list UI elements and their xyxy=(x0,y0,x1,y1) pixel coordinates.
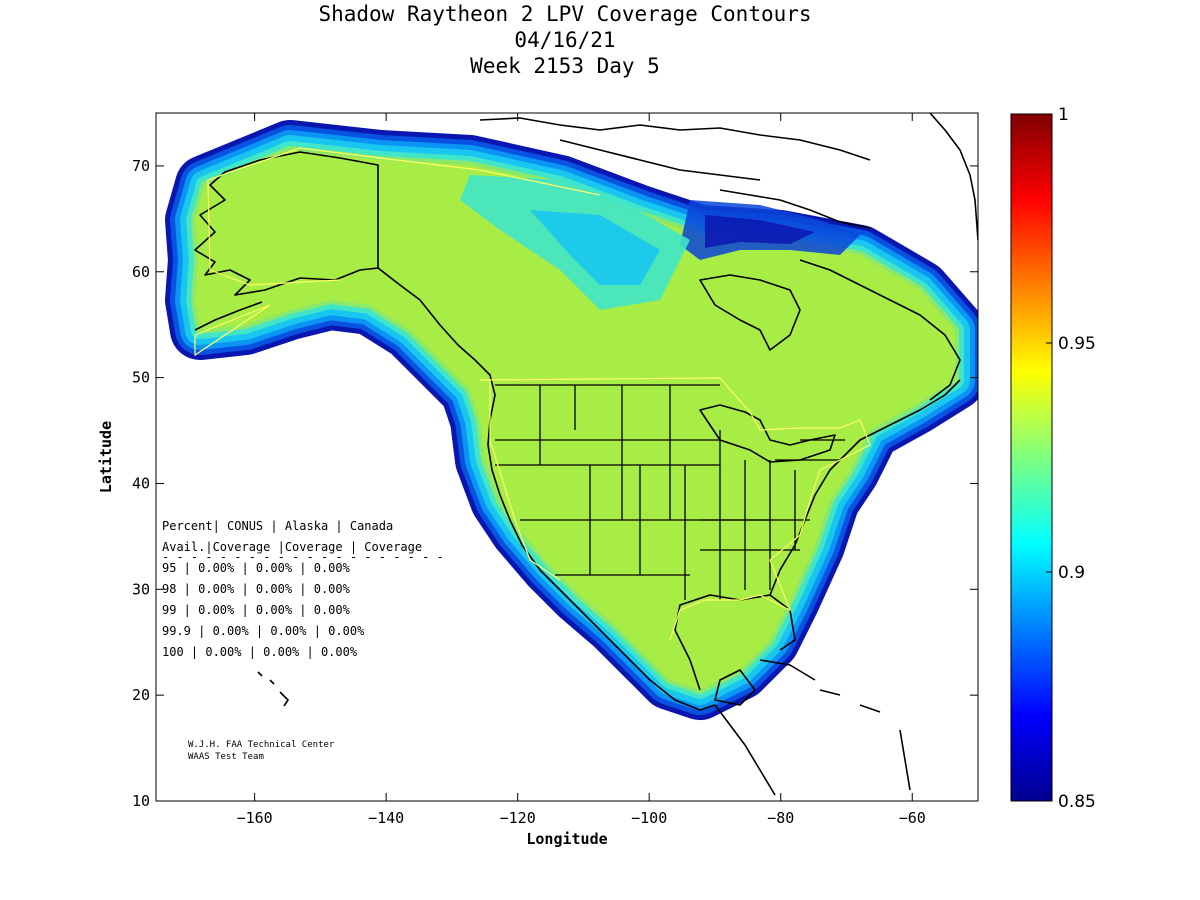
hawaii-islands xyxy=(257,671,289,707)
labrador-coast xyxy=(799,259,961,401)
credit-line-2: WAAS Test Team xyxy=(188,752,264,762)
credits: W.J.H. FAA Technical Center WAAS Test Te… xyxy=(188,740,335,762)
colorbar-ticks: 1 0.95 0.9 0.85 xyxy=(1046,105,1096,812)
y-tick-label: 10 xyxy=(132,792,150,810)
colorbar-tick-label: 0.95 xyxy=(1058,334,1096,354)
stats-row: 95 | 0.00% | 0.00% | 0.00% xyxy=(162,561,351,575)
x-tick-label: −120 xyxy=(500,809,536,827)
y-tick-label: 20 xyxy=(132,686,150,704)
x-tick-label: −100 xyxy=(631,809,667,827)
x-axis-label: Longitude xyxy=(526,830,607,848)
plot-frame xyxy=(155,112,979,802)
coverage-statistics-table: Percent| CONUS | Alaska | Canada Avail.|… xyxy=(162,519,444,659)
coastlines xyxy=(194,113,978,796)
y-tick-label: 70 xyxy=(132,157,150,175)
stats-row: 100 | 0.00% | 0.00% | 0.00% xyxy=(162,645,358,659)
y-tick-label: 50 xyxy=(132,369,150,387)
stats-row: 99.9 | 0.00% | 0.00% | 0.00% xyxy=(162,624,365,638)
chart-title-line-1: Shadow Raytheon 2 LPV Coverage Contours xyxy=(318,2,812,26)
y-tick-label: 60 xyxy=(132,263,150,281)
stats-row: 98 | 0.00% | 0.00% | 0.00% xyxy=(162,582,351,596)
y-tick-label: 30 xyxy=(132,580,150,598)
chart-title-line-2: 04/16/21 xyxy=(514,28,616,52)
service-area-boundary xyxy=(194,147,871,641)
hudson-bay xyxy=(699,274,801,351)
aleutian-islands xyxy=(194,301,263,331)
stats-header-2: Avail.|Coverage |Coverage | Coverage xyxy=(162,540,422,554)
stats-row: 99 | 0.00% | 0.00% | 0.00% xyxy=(162,603,351,617)
colorbar-gradient xyxy=(1010,113,1053,802)
chart-title-line-3: Week 2153 Day 5 xyxy=(470,54,660,78)
stats-header-1: Percent| CONUS | Alaska | Canada xyxy=(162,519,393,533)
colorbar-tick-label: 1 xyxy=(1058,105,1069,125)
caribbean-islands xyxy=(759,659,911,791)
x-tick-label: −80 xyxy=(767,809,794,827)
stats-separator: - - - - - - - - - - - - - - - - - - - - xyxy=(162,550,444,564)
hudson-low-coverage-inner xyxy=(705,215,815,248)
baffin-coast xyxy=(719,189,871,229)
colorbar-tick-label: 0.9 xyxy=(1058,563,1085,583)
alaska-coastline xyxy=(194,151,379,296)
gulf-coast xyxy=(674,594,796,691)
x-tick-label: −160 xyxy=(237,809,273,827)
x-tick-label: −60 xyxy=(899,809,926,827)
colorbar: 1 0.95 0.9 0.85 xyxy=(1010,105,1096,812)
greenland-coast xyxy=(929,113,978,241)
pacific-northwest-coast xyxy=(377,267,716,711)
x-tick-label: −140 xyxy=(368,809,404,827)
yucatan-peninsula xyxy=(714,669,756,706)
state-boundaries xyxy=(495,384,845,600)
arctic-islands-south xyxy=(559,139,761,181)
arctic-islands xyxy=(479,117,871,161)
northern-canada-mid-coverage-inner xyxy=(530,210,660,285)
colorbar-tick-label: 0.85 xyxy=(1058,792,1096,812)
coverage-contours xyxy=(165,113,978,796)
credit-line-1: W.J.H. FAA Technical Center xyxy=(188,740,335,750)
axis-ticks: −160 −140 −120 −100 −80 −60 10 20 30 40 50 60 70 xyxy=(132,113,978,827)
central-america-coast xyxy=(714,704,776,796)
y-axis-label: Latitude xyxy=(97,421,115,493)
y-tick-label: 40 xyxy=(132,474,150,492)
